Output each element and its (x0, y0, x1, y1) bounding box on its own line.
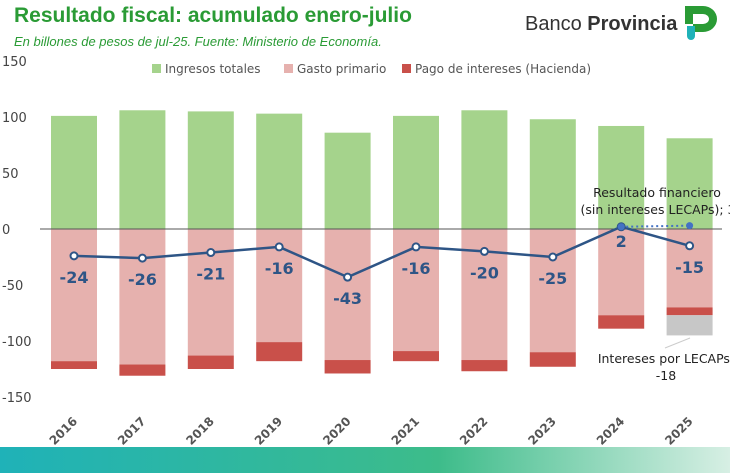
chart-title: Resultado fiscal: acumulado enero-julio (14, 4, 412, 27)
x-tick-label: 2023 (525, 414, 559, 448)
bar-pago (187, 355, 234, 369)
bar-gasto (324, 229, 371, 361)
bar-ingresos (529, 119, 576, 229)
y-tick-label: 50 (2, 167, 19, 182)
line-point (548, 252, 558, 262)
y-tick-label: -150 (2, 391, 32, 406)
bar-ingresos (666, 138, 713, 229)
annotation-lecaps: Intereses por LECAPs; (598, 351, 730, 366)
x-tick-label: 2021 (389, 414, 423, 448)
bar-ingresos (461, 110, 508, 229)
legend-label: Pago de intereses (Hacienda) (415, 62, 591, 76)
bar-ingresos (119, 110, 166, 229)
bar-pago (529, 352, 576, 367)
data-label: -43 (333, 289, 362, 308)
bar-gasto (51, 229, 97, 362)
annotation-financial: Resultado financiero (593, 185, 721, 200)
x-tick-label: 2022 (457, 414, 491, 448)
y-tick-label: 100 (2, 111, 27, 126)
annotation-leader (664, 337, 691, 349)
x-tick-label: 2017 (115, 414, 149, 448)
data-label: -25 (538, 269, 567, 288)
y-tick-label: 150 (2, 55, 27, 70)
bar-pago (598, 315, 645, 329)
x-tick-label: 2020 (320, 414, 354, 448)
annotation-financial: (sin intereses LECAPs); 3 (581, 202, 730, 217)
bar-gasto (529, 229, 576, 353)
dotted-point (617, 223, 625, 231)
logo-text: Banco Provincia (525, 12, 678, 35)
line-point (685, 241, 695, 251)
bar-gasto (119, 229, 166, 365)
x-tick-label: 2018 (183, 414, 217, 448)
x-tick-label: 2016 (47, 414, 81, 448)
line-point (411, 242, 421, 252)
bar-ingresos (187, 111, 234, 229)
bar-pago (324, 360, 371, 374)
chart-subtitle: En billones de pesos de jul-25. Fuente: … (14, 34, 382, 49)
line-point (137, 253, 147, 263)
legend-label: Ingresos totales (165, 62, 261, 76)
bar-lecaps-interest (666, 315, 713, 336)
data-label: -20 (470, 263, 499, 282)
y-tick-label: -100 (2, 335, 32, 350)
bar-pago (256, 342, 303, 362)
bar-pago (393, 351, 439, 362)
data-label: -16 (265, 259, 294, 278)
legend-swatch (402, 64, 411, 73)
data-label: -24 (60, 268, 89, 287)
bank-logo: Banco Provincia (525, 4, 719, 44)
bar-ingresos (598, 125, 645, 229)
bar-pago (461, 360, 508, 372)
annotation-lecaps: -18 (656, 368, 676, 383)
line-point (69, 251, 79, 261)
bar-ingresos (393, 115, 439, 229)
x-tick-label: 2025 (662, 414, 696, 448)
y-tick-label: -50 (2, 279, 23, 294)
footer-band (0, 447, 730, 473)
legend-label: Gasto primario (297, 62, 386, 76)
data-label: -16 (402, 259, 431, 278)
legend-swatch (284, 64, 293, 73)
data-label: 2 (616, 232, 627, 251)
bar-ingresos (256, 113, 303, 229)
bar-pago (51, 361, 97, 369)
data-label: -26 (128, 270, 157, 289)
bar-ingresos (324, 132, 371, 229)
line-point (479, 246, 489, 256)
x-tick-label: 2024 (594, 414, 628, 448)
line-point (274, 242, 284, 252)
x-tick-label: 2019 (252, 414, 286, 448)
data-label: -21 (196, 265, 225, 284)
logo-p-icon (685, 6, 718, 40)
y-tick-label: 0 (2, 223, 10, 238)
line-point (343, 272, 353, 282)
dotted-result-line (621, 224, 690, 228)
line-point (206, 248, 216, 258)
dotted-point (686, 222, 694, 230)
bar-gasto (598, 229, 645, 316)
data-label: -15 (675, 258, 704, 277)
legend-swatch (152, 64, 161, 73)
result-line (73, 225, 690, 279)
bar-ingresos (51, 115, 97, 229)
bar-pago (666, 307, 713, 316)
bar-pago (119, 364, 166, 376)
bar-gasto (187, 229, 234, 356)
